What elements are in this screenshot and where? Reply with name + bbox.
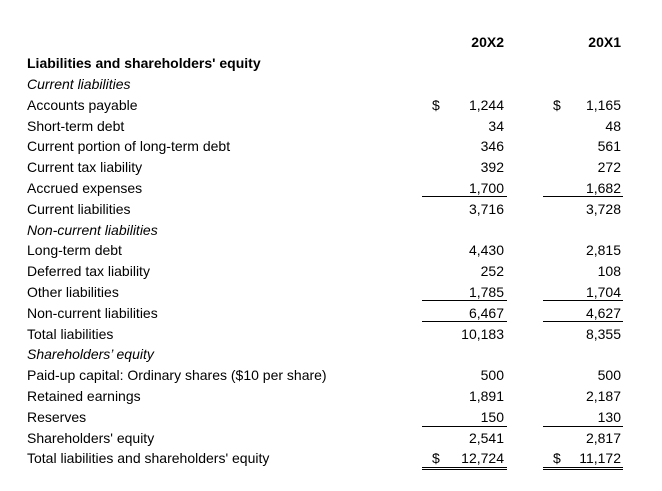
value-20x2: 1,891	[468, 388, 504, 404]
row-label: Non-current liabilities	[27, 304, 158, 321]
value-20x2: 3,716	[468, 200, 504, 217]
subtotal-rule-20x2	[422, 426, 507, 427]
value-20x2: 2,541	[468, 429, 504, 446]
value-20x2: 500	[480, 367, 504, 384]
table-row: Shareholders' equity 2,541 2,817	[0, 428, 662, 449]
table-row: Current liabilities	[0, 74, 662, 95]
value-20x1: 48	[605, 117, 621, 134]
row-label: Long-term debt	[27, 242, 122, 259]
value-20x1: 500	[597, 367, 621, 384]
value-20x1: 4,627	[585, 304, 621, 321]
value-20x1: 2,187	[585, 388, 621, 404]
value-20x1: 272	[597, 159, 621, 176]
row-label: Deferred tax liability	[27, 263, 150, 280]
value-20x1: 1,682	[585, 180, 621, 196]
total-double-rule-20x1	[543, 467, 623, 470]
subtotal-rule-20x1	[543, 196, 623, 197]
table-row: Deferred tax liability 252 108	[0, 261, 662, 282]
currency-symbol-20x2: $	[432, 96, 440, 113]
value-20x1: 1,704	[585, 284, 621, 300]
value-20x1: 8,355	[585, 325, 621, 342]
table-row: Non-current liabilities	[0, 220, 662, 241]
row-label: Shareholders’ equity	[27, 346, 154, 363]
table-row: Accrued expenses 1,700 1,682	[0, 178, 662, 199]
value-20x2: 34	[488, 117, 504, 134]
value-20x2: 12,724	[461, 450, 504, 467]
value-20x1: 2,815	[585, 242, 621, 259]
value-20x1: 2,817	[585, 429, 621, 446]
table-row: Non-current liabilities 6,467 4,627	[0, 303, 662, 324]
row-label: Paid-up capital: Ordinary shares ($10 pe…	[27, 367, 327, 384]
column-header-20x2: 20X2	[471, 34, 504, 50]
subtotal-rule-20x1	[543, 300, 623, 301]
table-row: Retained earnings 1,891 2,187	[0, 386, 662, 407]
total-double-rule-20x2	[422, 467, 507, 470]
column-header-20x1: 20X1	[588, 34, 621, 50]
row-label: Current liabilities	[27, 76, 131, 92]
table-row: Reserves 150 130	[0, 407, 662, 428]
value-20x1: 130	[597, 408, 621, 425]
row-label: Shareholders' equity	[27, 429, 155, 446]
value-20x2: 1,700	[468, 180, 504, 196]
value-20x2: 252	[480, 263, 504, 280]
row-label: Accounts payable	[27, 96, 138, 113]
value-20x1: 11,172	[579, 450, 621, 467]
table-row: Current tax liability 392 272	[0, 157, 662, 178]
table-row: Total liabilities 10,183 8,355	[0, 324, 662, 345]
currency-symbol-20x2: $	[432, 450, 440, 467]
table-row: Accounts payable $1,244 $1,165	[0, 95, 662, 116]
currency-symbol-20x1: $	[553, 96, 561, 113]
section-title: Liabilities and shareholders' equity	[27, 55, 261, 71]
value-20x1: 561	[597, 138, 621, 155]
section-title-row: Liabilities and shareholders' equity	[0, 53, 662, 74]
table-row: Other liabilities 1,785 1,704	[0, 282, 662, 303]
value-20x2: 10,183	[461, 325, 504, 342]
subtotal-rule-20x2	[422, 321, 507, 322]
value-20x2: 1,244	[468, 96, 504, 113]
row-label: Total liabilities	[27, 325, 114, 342]
row-label: Retained earnings	[27, 388, 141, 404]
row-label: Reserves	[27, 408, 87, 425]
value-20x1: 1,165	[585, 96, 621, 113]
currency-symbol-20x1: $	[553, 450, 561, 467]
row-label: Current tax liability	[27, 159, 143, 176]
row-label: Current portion of long-term debt	[27, 138, 231, 155]
subtotal-rule-20x1	[543, 321, 623, 322]
subtotal-rule-20x2	[422, 300, 507, 301]
value-20x2: 150	[480, 408, 504, 425]
value-20x2: 6,467	[468, 304, 504, 321]
cut-off-footer-text	[27, 483, 107, 491]
table-row: Short-term debt 34 48	[0, 116, 662, 137]
table-row: Long-term debt 4,430 2,815	[0, 240, 662, 261]
row-label: Total liabilities and shareholders' equi…	[27, 450, 270, 467]
value-20x1: 3,728	[585, 200, 621, 217]
value-20x2: 4,430	[468, 242, 504, 259]
subtotal-rule-20x2	[422, 196, 507, 197]
row-label: Current liabilities	[27, 200, 131, 217]
value-20x1: 108	[597, 263, 621, 280]
table-row: Current liabilities 3,716 3,728	[0, 199, 662, 220]
row-label: Short-term debt	[27, 117, 125, 134]
row-label: Non-current liabilities	[27, 221, 158, 238]
row-label: Accrued expenses	[27, 180, 143, 196]
table-row: Total liabilities and shareholders' equi…	[0, 448, 662, 469]
value-20x2: 1,785	[468, 284, 504, 300]
table-row: Shareholders’ equity	[0, 344, 662, 365]
value-20x2: 392	[480, 159, 504, 176]
table-row: Paid-up capital: Ordinary shares ($10 pe…	[0, 365, 662, 386]
subtotal-rule-20x1	[543, 426, 623, 427]
value-20x2: 346	[480, 138, 504, 155]
row-label: Other liabilities	[27, 284, 119, 300]
table-row: Current portion of long-term debt 346 561	[0, 136, 662, 157]
